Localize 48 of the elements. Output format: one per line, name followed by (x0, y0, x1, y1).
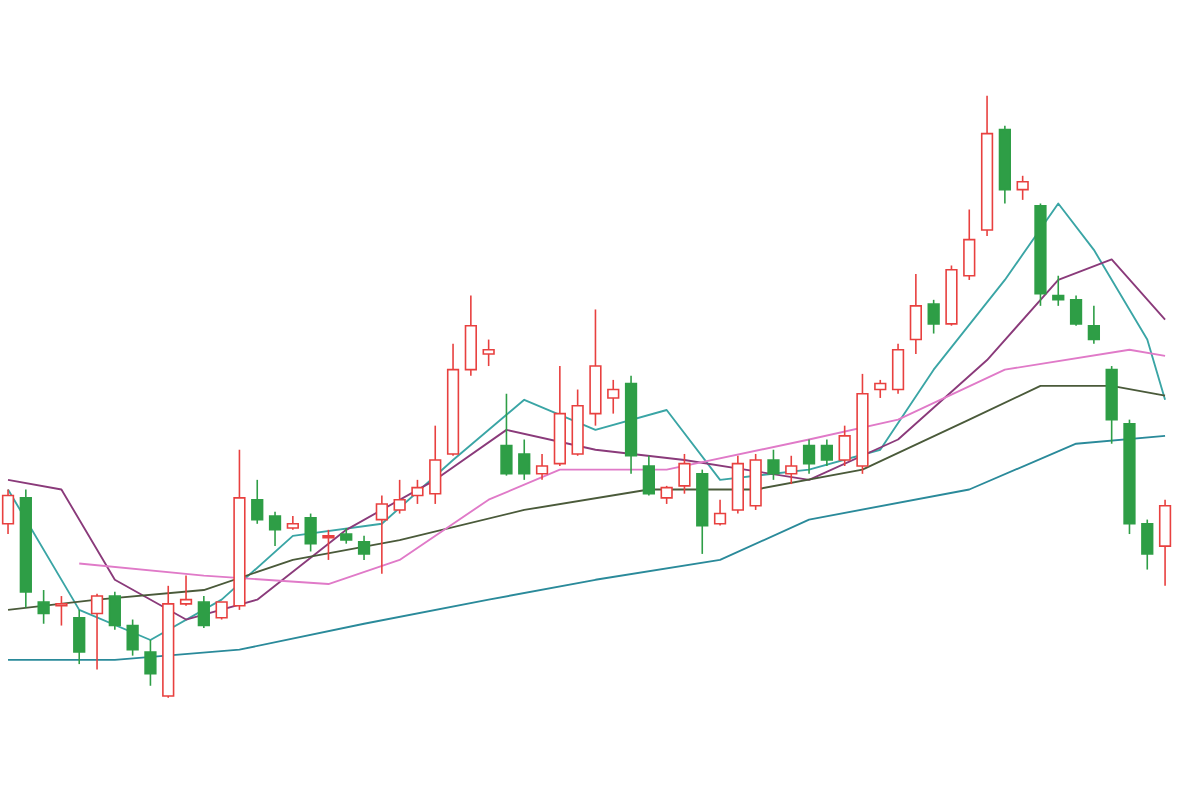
candlestick (607, 379, 620, 415)
candlestick (73, 609, 86, 666)
candlestick (535, 453, 549, 481)
candlestick (785, 455, 798, 485)
candlestick (802, 438, 816, 475)
candlestick (375, 494, 388, 575)
candlestick (268, 511, 282, 547)
candlestick (322, 529, 335, 561)
candlestick (144, 639, 157, 687)
candlestick (1016, 175, 1029, 201)
candlestick (820, 438, 833, 467)
candlestick (1087, 305, 1101, 345)
candlestick (518, 438, 531, 481)
candlestick (1052, 275, 1065, 307)
candlestick (251, 479, 264, 525)
candlestick (411, 479, 424, 505)
candlestick (642, 455, 655, 497)
candlestick (678, 453, 691, 495)
candlestick (731, 455, 744, 515)
candlestick (482, 338, 495, 367)
candlestick (197, 595, 210, 629)
candlestick (500, 393, 513, 477)
candlestick (108, 591, 121, 631)
candlestick (357, 535, 371, 561)
candlestick (589, 308, 602, 427)
candlestick (767, 449, 780, 481)
candlestick (838, 424, 851, 467)
candlestick (55, 595, 68, 627)
candlestick (90, 592, 104, 671)
candlestick (1141, 518, 1154, 571)
candlestick (429, 424, 442, 505)
candlestick (179, 574, 193, 607)
candlestick (37, 589, 50, 625)
candlestick (909, 273, 922, 355)
candlestick (126, 618, 139, 657)
candlestick (927, 299, 940, 335)
candlestick (1158, 499, 1172, 587)
candlestick (713, 499, 727, 527)
candlestick (874, 379, 887, 399)
candlestick (660, 485, 673, 505)
candlestick (749, 453, 762, 511)
candlestick (1069, 294, 1083, 327)
candlestick (1, 488, 15, 535)
candlestick (304, 512, 317, 553)
candlestick (393, 479, 406, 515)
candlestick (464, 294, 477, 377)
candlestick (891, 343, 905, 395)
candlestick (963, 208, 976, 281)
